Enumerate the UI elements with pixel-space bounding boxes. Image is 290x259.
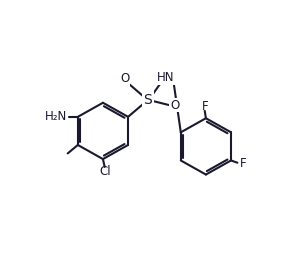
Text: Cl: Cl <box>99 165 110 178</box>
Text: HN: HN <box>157 71 175 84</box>
Text: S: S <box>144 93 152 107</box>
Text: H₂N: H₂N <box>45 110 67 123</box>
Text: F: F <box>240 157 246 170</box>
Text: O: O <box>170 98 179 112</box>
Text: F: F <box>202 100 208 113</box>
Text: O: O <box>120 72 129 85</box>
